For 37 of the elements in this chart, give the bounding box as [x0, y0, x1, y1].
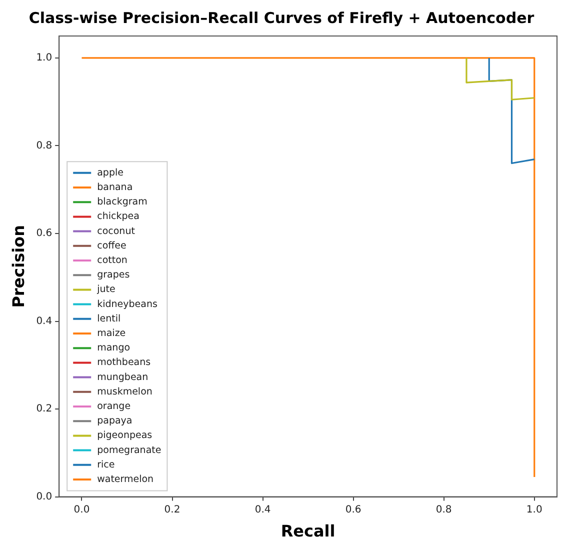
legend-label: kidneybeans [97, 298, 158, 310]
legend-label: mango [97, 342, 130, 354]
legend-label: jute [96, 284, 116, 296]
y-tick-label: 0.2 [36, 404, 52, 415]
legend-label: rice [97, 459, 115, 470]
y-tick-label: 0.6 [36, 228, 52, 240]
x-tick-label: 0.0 [74, 504, 90, 516]
legend-label: orange [97, 400, 131, 412]
legend-label: pomegranate [97, 444, 162, 456]
x-axis-title: Recall [280, 522, 336, 541]
legend-label: maize [97, 328, 126, 339]
y-tick-label: 0.8 [36, 140, 52, 152]
x-tick-label: 0.6 [345, 504, 362, 516]
x-tick-label: 0.4 [254, 504, 271, 516]
legend-label: papaya [97, 416, 132, 427]
legend-label: coffee [97, 240, 127, 252]
y-tick-label: 1.0 [36, 52, 52, 64]
chart-title: Class-wise Precision–Recall Curves of Firefly + Autoencoder [28, 8, 535, 27]
legend-label: grapes [97, 270, 130, 281]
legend-label: pigeonpeas [97, 430, 152, 442]
legend-label: lentil [97, 313, 121, 324]
legend-label: mungbean [97, 372, 148, 383]
legend-label: mothbeans [97, 357, 151, 368]
x-tick-label: 0.2 [164, 504, 180, 516]
legend-label: muskmelon [97, 386, 152, 398]
legend-label: blackgram [97, 196, 148, 208]
legend-label: chickpea [97, 211, 140, 222]
legend-label: cotton [97, 254, 128, 266]
x-tick-label: 0.8 [436, 504, 452, 516]
legend-label: apple [97, 167, 124, 178]
legend-label: banana [97, 182, 133, 193]
legend-label: coconut [97, 226, 136, 237]
y-tick-label: 0.4 [36, 316, 52, 327]
y-axis-title: Precision [8, 224, 28, 308]
x-tick-label: 1.0 [526, 504, 542, 516]
y-tick-label: 0.0 [36, 491, 52, 502]
legend-label: watermelon [97, 474, 154, 485]
